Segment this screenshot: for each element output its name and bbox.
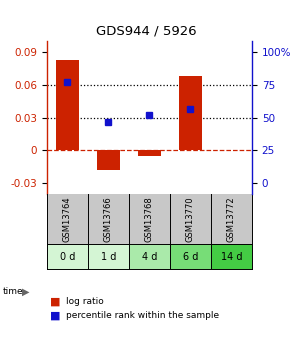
- Text: ■: ■: [50, 311, 60, 321]
- Bar: [170, 244, 211, 269]
- Text: GDS944 / 5926: GDS944 / 5926: [96, 24, 197, 37]
- Text: GSM13764: GSM13764: [63, 196, 72, 242]
- Bar: [88, 244, 129, 269]
- Text: GSM13768: GSM13768: [145, 196, 154, 242]
- Text: log ratio: log ratio: [66, 297, 104, 306]
- Bar: [56, 60, 79, 150]
- Text: ▶: ▶: [22, 287, 30, 296]
- Text: 1 d: 1 d: [101, 252, 116, 262]
- Bar: [179, 76, 202, 150]
- Text: 14 d: 14 d: [221, 252, 242, 262]
- Text: GSM13766: GSM13766: [104, 196, 113, 242]
- Text: 0 d: 0 d: [60, 252, 75, 262]
- Text: 6 d: 6 d: [183, 252, 198, 262]
- Bar: [129, 244, 170, 269]
- Text: ■: ■: [50, 297, 60, 307]
- Text: percentile rank within the sample: percentile rank within the sample: [66, 311, 219, 320]
- Text: GSM13770: GSM13770: [186, 196, 195, 242]
- Bar: [138, 150, 161, 156]
- Bar: [47, 244, 88, 269]
- Text: GSM13772: GSM13772: [227, 196, 236, 242]
- Bar: [211, 244, 252, 269]
- Text: 4 d: 4 d: [142, 252, 157, 262]
- Text: time: time: [3, 287, 23, 296]
- Bar: [97, 150, 120, 170]
